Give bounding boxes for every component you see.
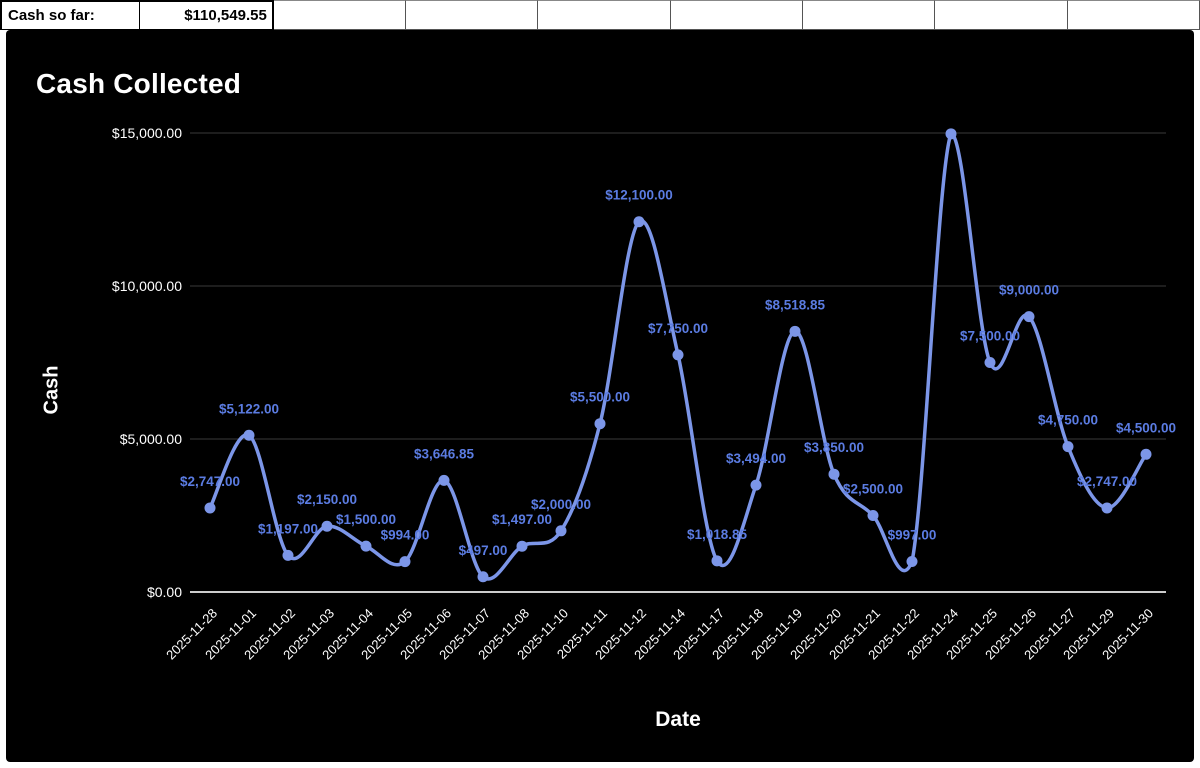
data-point-label: $1,497.00 <box>492 512 552 527</box>
data-point[interactable] <box>1023 311 1035 323</box>
data-point[interactable] <box>594 418 606 430</box>
y-tick-label: $15,000.00 <box>112 125 182 141</box>
data-point-label: $2,000.00 <box>531 497 591 512</box>
data-point-label: $497.00 <box>459 543 508 558</box>
data-point-label: $8,518.85 <box>765 297 826 312</box>
spreadsheet-empty-cell[interactable] <box>935 0 1068 30</box>
spreadsheet-empty-cell[interactable] <box>273 0 407 30</box>
data-point-label: $1,197.00 <box>258 521 318 536</box>
y-tick-label: $5,000.00 <box>120 431 182 447</box>
data-point[interactable] <box>711 555 723 567</box>
data-point-label: $5,122.00 <box>219 401 279 416</box>
y-tick-label: $10,000.00 <box>112 278 182 294</box>
data-point[interactable] <box>945 128 957 140</box>
spreadsheet-empty-cell[interactable] <box>1067 0 1200 30</box>
series-line <box>208 132 1148 581</box>
data-point[interactable] <box>477 571 489 583</box>
data-point[interactable] <box>282 549 294 561</box>
data-point[interactable] <box>1140 448 1152 460</box>
chart-panel[interactable]: $0.00 $5,000.00 $10,000.00 $15,000.00 2025-1… <box>6 30 1194 762</box>
data-point-label: $2,150.00 <box>297 492 357 507</box>
x-axis-title: Date <box>655 708 701 731</box>
data-point[interactable] <box>750 479 762 491</box>
data-point-label: $1,018.85 <box>687 527 748 542</box>
cash-so-far-label-cell[interactable]: Cash so far: <box>0 0 141 30</box>
cash-so-far-value-cell[interactable]: $110,549.55 <box>140 0 274 30</box>
data-point-label: $2,747.00 <box>180 474 240 489</box>
data-point-label: $7,750.00 <box>648 321 708 336</box>
data-point[interactable] <box>984 357 996 368</box>
data-point[interactable] <box>516 540 528 552</box>
data-point-label: $3,850.00 <box>804 440 864 455</box>
data-point-label: $4,500.00 <box>1116 420 1176 435</box>
data-point[interactable] <box>867 510 879 521</box>
spreadsheet-header-row: Cash so far: $110,549.55 <box>0 0 1200 30</box>
cash-collected-chart: $0.00$5,000.00$10,000.00$15,000.002025-1… <box>112 125 1176 662</box>
data-point[interactable] <box>633 216 645 228</box>
data-point-label: $2,747.00 <box>1077 474 1137 489</box>
data-point[interactable] <box>555 525 567 537</box>
data-point-label: $4,750.00 <box>1038 413 1098 428</box>
spreadsheet-empty-cell[interactable] <box>670 0 804 30</box>
data-point-label: $9,000.00 <box>999 283 1059 298</box>
spreadsheet-empty-cell[interactable] <box>803 0 936 30</box>
data-point[interactable] <box>828 468 840 480</box>
data-point[interactable] <box>204 502 216 514</box>
data-point-label: $12,100.00 <box>605 188 673 203</box>
data-point-label: $7,500.00 <box>960 329 1020 344</box>
cash-so-far-value: $110,549.55 <box>184 7 267 24</box>
data-point[interactable] <box>243 429 255 441</box>
cash-so-far-label: Cash so far: <box>8 7 95 24</box>
data-point[interactable] <box>360 540 372 552</box>
data-point[interactable] <box>906 555 918 567</box>
data-point-label: $3,494.00 <box>726 451 786 466</box>
data-point-label: $997.00 <box>888 527 937 542</box>
data-point-label: $3,646.85 <box>414 446 475 461</box>
data-point[interactable] <box>1062 441 1074 453</box>
data-point[interactable] <box>399 556 411 568</box>
spreadsheet-empty-cell[interactable] <box>538 0 671 30</box>
chart-title: Cash Collected <box>36 68 242 99</box>
data-point[interactable] <box>672 349 684 361</box>
data-point[interactable] <box>321 520 333 532</box>
spreadsheet-empty-cell[interactable] <box>406 0 539 30</box>
data-point[interactable] <box>438 474 450 486</box>
y-tick-label: $0.00 <box>147 584 182 600</box>
y-axis-title: Cash <box>40 365 63 415</box>
data-point-label: $994.00 <box>381 528 430 543</box>
data-point-label: $2,500.00 <box>843 482 903 497</box>
data-point-label: $5,500.00 <box>570 390 630 405</box>
data-point[interactable] <box>789 325 801 337</box>
data-point[interactable] <box>1101 502 1113 514</box>
data-point-label: $1,500.00 <box>336 512 396 527</box>
